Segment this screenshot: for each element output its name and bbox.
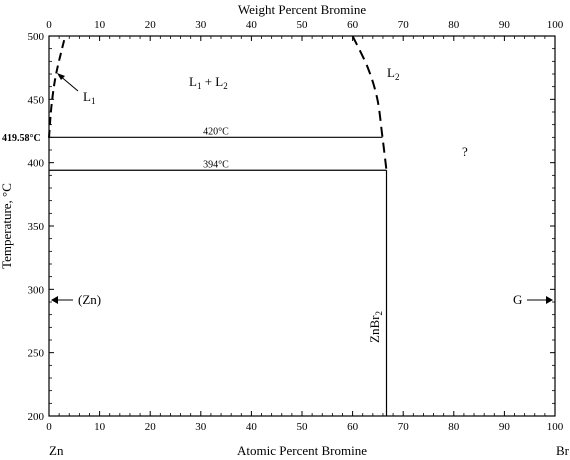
y-tick-label: 350 [28, 221, 45, 233]
g-arrow-head [546, 296, 553, 304]
plot-frame [48, 35, 556, 417]
axis-ticks: 0 10 20 30 40 50 60 70 80 90 100 0 10 20 30 40 50 60 70 80 9… [28, 19, 564, 433]
top-tick-label: 40 [246, 19, 258, 31]
y-axis-title: Temperature, °C [0, 183, 14, 269]
top-tick-label: 20 [145, 19, 157, 31]
top-tick-label: 70 [398, 19, 410, 31]
x-tick-label: 60 [347, 421, 359, 433]
x-tick-label: 70 [398, 421, 410, 433]
x-tick-label: 10 [94, 421, 106, 433]
x-tick-label: 100 [547, 421, 564, 433]
phase-label-l2: L2 [387, 65, 399, 82]
znbr2-label: ZnBr2 [367, 311, 384, 343]
x-tick-label: 40 [246, 421, 258, 433]
bottom-axis-title: Atomic Percent Bromine [237, 443, 367, 458]
top-tick-label: 10 [94, 19, 106, 31]
top-tick-label: 0 [46, 19, 52, 31]
isotherm-420-label: 420°C [203, 126, 229, 137]
x-tick-label: 80 [448, 421, 460, 433]
l1-arrow-head [57, 73, 65, 80]
y-tick-label: 200 [28, 411, 45, 423]
y-tick-label: 250 [28, 348, 45, 360]
top-tick-label: 50 [297, 19, 309, 31]
phase-label-l1: L1 [83, 89, 95, 106]
x-tick-label: 50 [297, 421, 309, 433]
y-tick-label: 400 [28, 158, 45, 170]
top-tick-label: 90 [499, 19, 511, 31]
top-tick-label: 100 [547, 19, 564, 31]
top-tick-label: 30 [195, 19, 207, 31]
liquidus-right-curve [351, 35, 388, 171]
top-axis-title: Weight Percent Bromine [238, 2, 366, 17]
y-tick-label: 300 [28, 284, 45, 296]
y-tick-label: 500 [28, 31, 45, 43]
phase-label-l1-l2: L1 + L2 [189, 74, 228, 91]
component-br-label: Br [556, 443, 570, 458]
zn-melting-point-label: 419.58°C [2, 133, 41, 144]
y-tick-label: 450 [28, 94, 45, 106]
zn-phase-label: (Zn) [78, 292, 101, 307]
x-tick-label: 30 [195, 421, 207, 433]
x-tick-label: 0 [46, 421, 52, 433]
top-tick-label: 80 [448, 19, 460, 31]
component-zn-label: Zn [49, 443, 64, 458]
gas-phase-label: G [513, 292, 522, 307]
zn-arrow-head [51, 296, 58, 304]
x-tick-label: 20 [145, 421, 157, 433]
liquidus-left-curve [48, 35, 67, 138]
isotherm-394-label: 394°C [203, 159, 229, 170]
top-tick-label: 60 [347, 19, 359, 31]
x-tick-label: 90 [499, 421, 511, 433]
unknown-region-label: ? [462, 144, 468, 159]
